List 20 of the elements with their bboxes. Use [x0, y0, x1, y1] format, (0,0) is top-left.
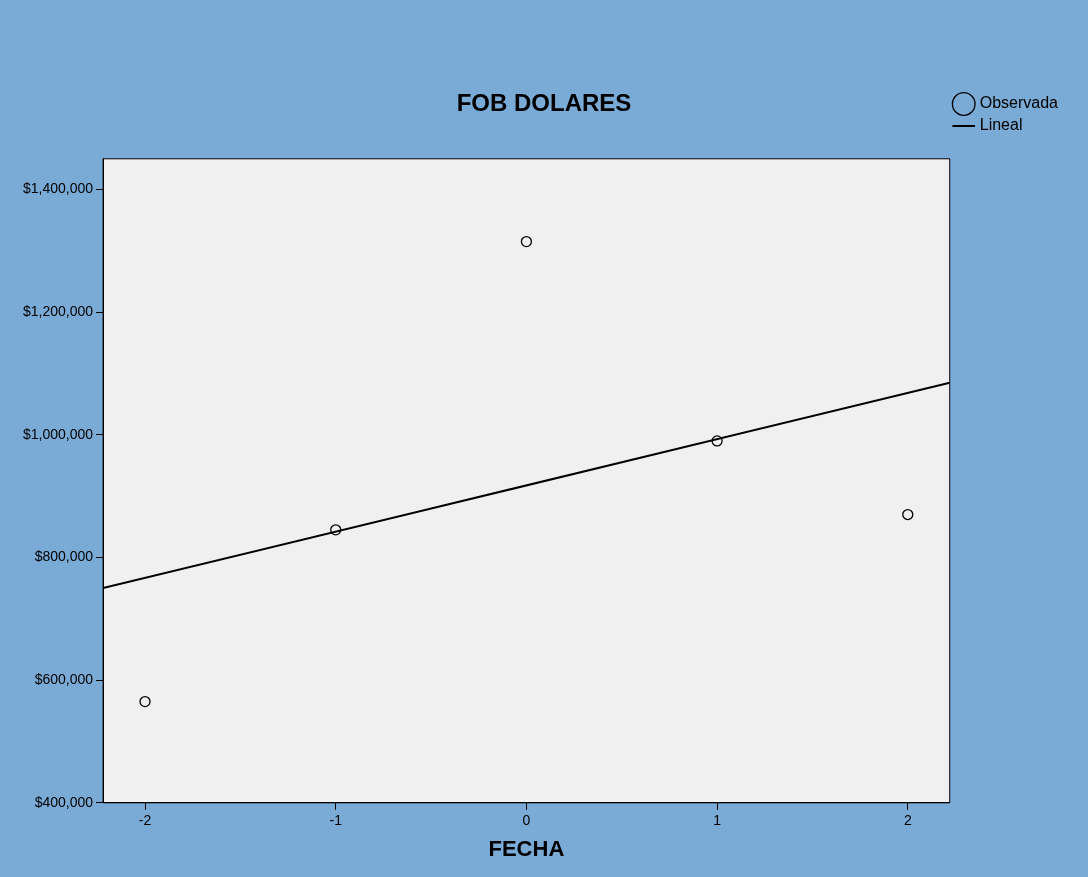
point [520, 235, 533, 248]
x-tick-label: 2 [903, 812, 912, 829]
y-tick-label: $1,000,000 [22, 425, 94, 442]
x-tick-label: -2 [138, 812, 152, 829]
y-tick-label: $1,400,000 [22, 180, 94, 197]
y-tick-label: $1,200,000 [22, 302, 94, 319]
y-tick-label: $800,000 [34, 548, 94, 565]
x-tick-label: 1 [713, 812, 722, 829]
chart-title: FOB DOLARES [456, 89, 632, 117]
y-tick-label: $600,000 [34, 670, 94, 687]
point [330, 524, 342, 536]
point [711, 435, 723, 447]
legend-label: Lineal [979, 116, 1023, 134]
legend-label: Observada [979, 94, 1059, 112]
x-tick-label: -1 [329, 812, 343, 829]
x-axis-title: FECHA [488, 835, 565, 861]
point [902, 508, 914, 521]
point [139, 695, 151, 708]
y-tick-label: $400,000 [34, 793, 94, 810]
x-tick-label: 0 [522, 812, 531, 829]
